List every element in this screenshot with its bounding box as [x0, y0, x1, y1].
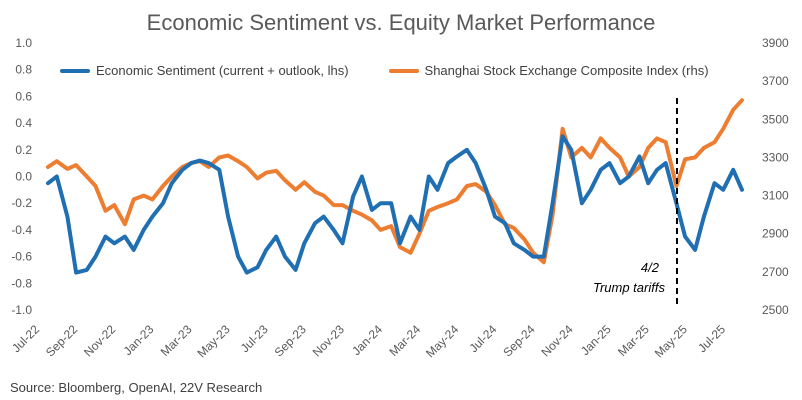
x-tick-label: Jul-23	[238, 322, 271, 355]
x-tick-label: May-24	[423, 322, 461, 360]
chart-title: Economic Sentiment vs. Equity Market Per…	[146, 10, 656, 35]
y-left-tick-label: -1.0	[11, 303, 32, 317]
series-line-shanghai	[46, 98, 744, 265]
right-y-axis: 3900 3700 3500 3300 3100 2900 2700 2500	[762, 36, 789, 317]
x-tick-label: Mar-23	[158, 322, 195, 359]
annotation-date-label: 4/2	[641, 260, 660, 275]
y-left-tick-label: -0.8	[11, 276, 32, 290]
x-tick-label: Mar-25	[615, 322, 652, 359]
x-axis: Jul-22 Sep-22 Nov-22 Jan-23 Mar-23 May-23 Jul-…	[9, 322, 728, 360]
annotation-group: 4/2 Trump tariffs	[593, 98, 678, 306]
y-left-tick-label: -0.4	[11, 223, 32, 237]
y-right-tick-label: 3500	[762, 112, 789, 126]
x-tick-label: Jul-22	[9, 322, 42, 355]
y-right-tick-label: 2500	[762, 303, 789, 317]
x-tick-label: Jan-25	[578, 322, 614, 358]
x-tick-label: Nov-23	[310, 322, 347, 359]
series-line-sentiment	[46, 134, 744, 275]
x-tick-label: Sep-24	[500, 322, 537, 359]
x-tick-label: Sep-23	[272, 322, 309, 359]
legend-swatch-shanghai	[388, 68, 419, 73]
y-right-tick-label: 3100	[762, 189, 789, 203]
y-right-tick-label: 3900	[762, 36, 789, 50]
x-tick-label: Mar-24	[386, 322, 423, 359]
series-lines	[46, 98, 744, 275]
legend-label-shanghai: Shanghai Stock Exchange Composite Index …	[424, 63, 709, 78]
y-left-tick-label: -0.6	[11, 250, 32, 264]
y-right-tick-label: 3700	[762, 74, 789, 88]
legend-label-sentiment: Economic Sentiment (current + outlook, l…	[96, 63, 349, 78]
legend-swatch-sentiment	[60, 68, 90, 73]
y-left-tick-label: -0.2	[11, 196, 32, 210]
x-tick-label: Jul-25	[695, 322, 728, 355]
x-tick-label: Nov-24	[538, 322, 575, 359]
x-tick-label: Nov-22	[81, 322, 118, 359]
y-left-tick-label: 0.6	[15, 89, 32, 103]
y-left-tick-label: 0.8	[15, 63, 32, 77]
y-left-tick-label: 0.0	[15, 170, 32, 184]
y-right-tick-label: 2700	[762, 265, 789, 279]
x-tick-label: Sep-22	[43, 322, 80, 359]
x-tick-label: Jan-23	[121, 322, 157, 358]
legend: Economic Sentiment (current + outlook, l…	[60, 63, 732, 78]
y-left-tick-label: 1.0	[15, 36, 32, 50]
legend-item-sentiment: Economic Sentiment (current + outlook, l…	[60, 63, 349, 78]
annotation-event-label: Trump tariffs	[593, 280, 665, 295]
legend-item-shanghai: Shanghai Stock Exchange Composite Index …	[388, 63, 709, 78]
x-tick-label: Jan-24	[349, 322, 385, 358]
source-note: Source: Bloomberg, OpenAI, 22V Research	[10, 380, 263, 395]
y-right-tick-label: 2900	[762, 227, 789, 241]
x-tick-label: Jul-24	[466, 322, 499, 355]
y-right-tick-label: 3300	[762, 150, 789, 164]
left-y-axis: 1.0 0.8 0.6 0.4 0.2 0.0 -0.2 -0.4 -0.6 -0.8 -1.0	[11, 36, 32, 317]
x-tick-label: May-25	[652, 322, 690, 360]
y-left-tick-label: 0.2	[15, 143, 32, 157]
y-left-tick-label: 0.4	[15, 116, 32, 130]
x-tick-label: May-23	[194, 322, 232, 360]
